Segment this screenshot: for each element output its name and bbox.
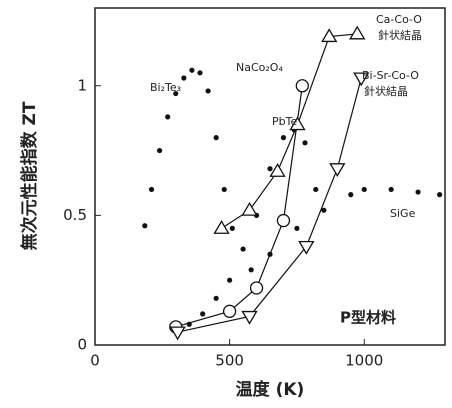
point (200, 311, 206, 317)
point (205, 88, 211, 94)
point (437, 192, 443, 198)
annotation: 針状結晶 (378, 28, 422, 42)
series-label: SiGe (390, 207, 416, 220)
point (213, 295, 219, 301)
point (302, 140, 308, 146)
point (294, 225, 300, 231)
point (189, 67, 195, 73)
series-label: Bi-Sr-Co-O (362, 69, 419, 82)
annotation: P型材料 (340, 309, 396, 327)
point (213, 135, 219, 141)
point (321, 28, 338, 43)
series-line (177, 77, 362, 333)
point (248, 267, 254, 273)
y-axis-label: 無次元性能指数 ZT (19, 101, 40, 250)
point (227, 277, 233, 283)
plot-frame (94, 7, 446, 346)
point (280, 135, 287, 141)
point (295, 79, 309, 93)
point (229, 225, 235, 231)
point (249, 281, 264, 295)
point (313, 186, 319, 193)
point (157, 147, 163, 154)
y-tick-label: 1 (77, 76, 87, 94)
y-tick-label: 0 (77, 336, 87, 354)
x-tick-label: 500 (215, 352, 244, 370)
point (388, 186, 394, 193)
series-label: Ca-Co-O (376, 13, 422, 26)
point (240, 246, 246, 252)
series-label: PbTe (272, 115, 297, 128)
point (353, 72, 370, 87)
point (298, 240, 315, 255)
point (276, 213, 291, 228)
point (165, 114, 171, 120)
annotation: 針状結晶 (364, 84, 408, 98)
point (415, 189, 421, 195)
point (269, 163, 286, 177)
point (329, 163, 346, 178)
point (181, 75, 187, 81)
point (221, 186, 227, 193)
point (267, 166, 273, 172)
point (361, 186, 367, 193)
point (349, 25, 366, 40)
series-label: NaCo₂O₄ (236, 61, 283, 74)
point (169, 326, 186, 341)
point (173, 90, 179, 97)
point (289, 116, 306, 131)
point (241, 201, 258, 216)
point (142, 223, 148, 229)
x-tick-label: 1000 (345, 352, 383, 370)
x-axis-label: 温度 (K) (236, 379, 305, 400)
point (321, 207, 327, 213)
point (241, 310, 258, 325)
point (148, 186, 155, 193)
y-tick-label: 0.5 (63, 206, 87, 224)
x-tick-label: 0 (90, 352, 100, 370)
point (197, 70, 203, 76)
point (348, 192, 354, 198)
point (222, 304, 237, 318)
series-label: Bi₂Te₃ (150, 81, 181, 94)
point (213, 220, 230, 234)
